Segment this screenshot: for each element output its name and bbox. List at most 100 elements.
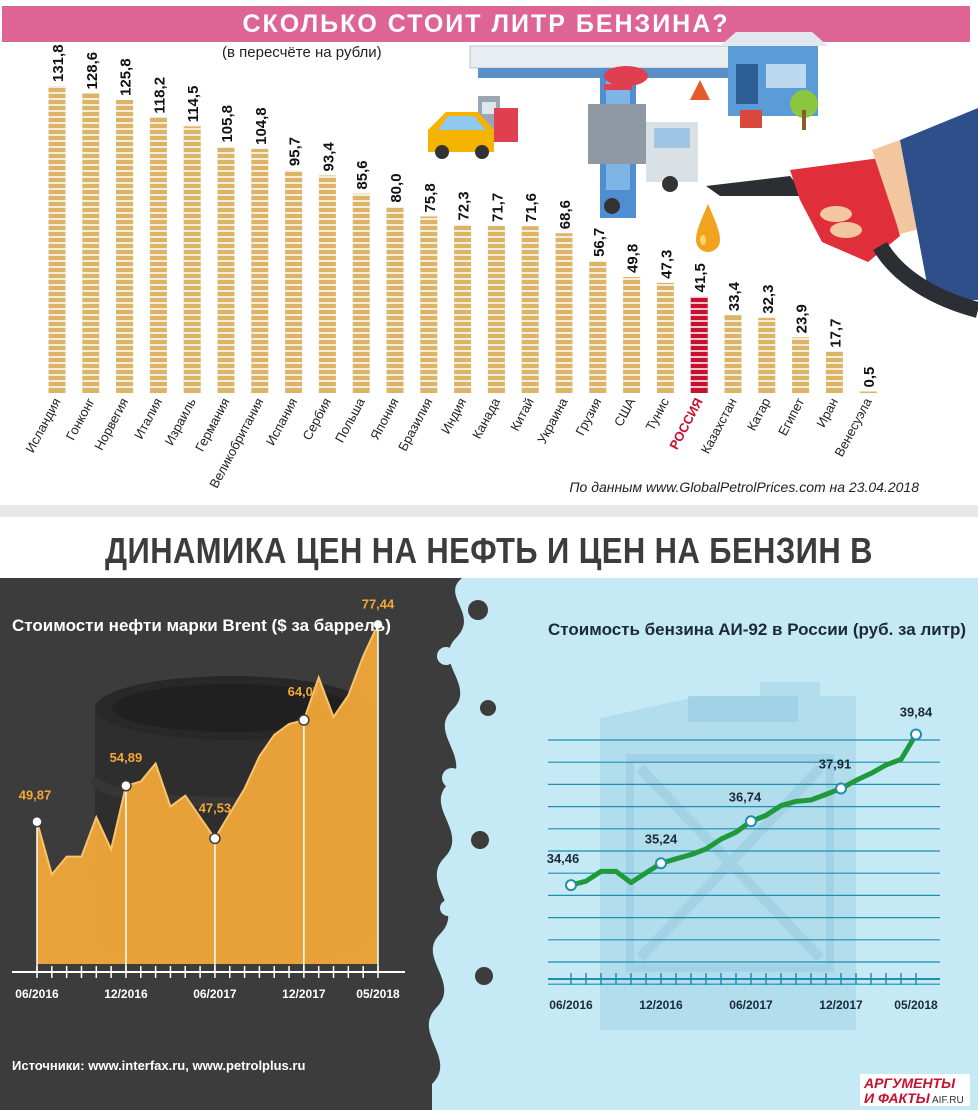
bar-6-column bbox=[217, 146, 235, 393]
brent-area bbox=[37, 624, 378, 964]
bar-24-column bbox=[825, 351, 843, 393]
section-separator bbox=[0, 505, 978, 517]
gas-station-illustration bbox=[428, 32, 978, 318]
petrol-line bbox=[570, 733, 919, 888]
bar-4: 118,2 Италия bbox=[131, 77, 168, 442]
petrol-point bbox=[745, 815, 757, 828]
logo-url: AIF.RU bbox=[932, 1095, 964, 1106]
petrol-point-label: 35,24 bbox=[645, 831, 678, 846]
title-banner: СКОЛЬКО СТОИТ ЛИТР БЕНЗИНА? bbox=[2, 6, 970, 42]
brent-point-label: 47,53 bbox=[199, 800, 232, 815]
bar-9-value-label: 93,4 bbox=[320, 142, 337, 172]
bar-22-category-label: Катар bbox=[744, 395, 774, 433]
bar-6-value-label: 105,8 bbox=[219, 105, 236, 143]
bar-22-column bbox=[758, 317, 776, 393]
bar-21-column bbox=[724, 315, 742, 393]
bar-19-category-label: Тунис bbox=[643, 395, 673, 433]
bar-16-value-label: 68,6 bbox=[557, 200, 574, 229]
brent-tick-label: 06/2016 bbox=[15, 987, 59, 1001]
bar-10: 85,6 Польша bbox=[332, 160, 371, 445]
petrol-point bbox=[565, 879, 577, 892]
petrol-point-label: 34,46 bbox=[547, 851, 580, 866]
panel-edge-blob bbox=[440, 900, 456, 916]
petrol-point-label: 37,91 bbox=[819, 757, 852, 772]
brent-point bbox=[209, 832, 221, 845]
bar-18-category-label: США bbox=[611, 395, 638, 429]
petrol-point bbox=[835, 782, 847, 795]
bar-12-value-label: 75,8 bbox=[422, 183, 439, 212]
petrol-chart-title: Стоимость бензина АИ-92 в России (руб. з… bbox=[548, 620, 967, 639]
brent-tick-label: 05/2018 bbox=[356, 987, 400, 1001]
bar-11-column bbox=[386, 206, 404, 393]
bar-1: 131,8 Исландия bbox=[22, 44, 67, 455]
brent-tick-label: 12/2016 bbox=[104, 987, 148, 1001]
panel-edge-blob bbox=[442, 1028, 462, 1048]
chart-subtitle: (в пересчёте на рубли) bbox=[222, 44, 382, 61]
bar-17: 56,7 Грузия bbox=[572, 228, 607, 438]
bar-22: 32,3 Катар bbox=[744, 285, 777, 434]
bar-17-category-label: Грузия bbox=[572, 395, 604, 437]
petrol-tick-label: 06/2017 bbox=[729, 998, 773, 1012]
bar-3-column bbox=[116, 99, 134, 394]
aif-logo-mark: АРГУМЕНТЫ И ФАКТЫ AIF.RU bbox=[863, 1075, 964, 1106]
bar-8-category-label: Испания bbox=[263, 395, 300, 448]
bar-15: 71,6 Китай bbox=[507, 193, 540, 433]
bar-12-category-label: Бразилия bbox=[395, 395, 435, 453]
price-dynamics-panel: 49,87 54,89 47,53 64,07 77,44 06/2016 12/2016 0… bbox=[0, 578, 978, 1110]
bar-9: 93,4 Сербия bbox=[299, 142, 337, 443]
bar-16-category-label: Украина bbox=[534, 395, 571, 446]
bar-23-value-label: 23,9 bbox=[794, 304, 811, 333]
bar-25-value-label: 0,5 bbox=[861, 367, 878, 388]
petrol-point-label: 36,74 bbox=[729, 789, 762, 804]
car-icon bbox=[428, 112, 494, 159]
brent-point bbox=[31, 815, 43, 828]
bar-4-value-label: 118,2 bbox=[151, 77, 168, 114]
fuel-pump-icon bbox=[478, 96, 518, 142]
bar-3-value-label: 125,8 bbox=[118, 58, 135, 96]
bar-15-value-label: 71,6 bbox=[523, 193, 540, 222]
bar-14-value-label: 71,7 bbox=[489, 193, 506, 222]
bar-3-category-label: Норвегия bbox=[91, 395, 131, 452]
petrol-point bbox=[655, 857, 667, 870]
petrol-tick-label: 06/2016 bbox=[549, 998, 593, 1012]
brent-line bbox=[36, 623, 379, 877]
bar-18-value-label: 49,8 bbox=[625, 244, 642, 273]
bar-18-column bbox=[623, 277, 641, 393]
brent-point-label: 49,87 bbox=[19, 788, 52, 803]
bar-8-column bbox=[285, 170, 303, 393]
bar-8: 95,7 Испания bbox=[263, 137, 304, 448]
bar-23: 23,9 Египет bbox=[775, 304, 811, 438]
panel-edge-blob bbox=[480, 700, 496, 716]
panel-edge-blob bbox=[437, 647, 455, 665]
brent-point-label: 77,44 bbox=[362, 596, 395, 611]
data-source: По данным www.GlobalPetrolPrices.com на … bbox=[569, 479, 919, 495]
petrol-point bbox=[910, 728, 922, 741]
brent-point-label: 64,07 bbox=[288, 684, 321, 699]
bar-7-value-label: 104,8 bbox=[253, 107, 270, 145]
panel-edge-blob bbox=[468, 600, 488, 620]
logo-line2: И ФАКТЫ bbox=[864, 1090, 931, 1106]
bar-10-category-label: Польша bbox=[332, 395, 368, 445]
panel-edge-blob bbox=[442, 768, 462, 788]
country-bar-chart: 131,8Исландия128,6Гонконг125,8Норвегия11… bbox=[22, 44, 878, 490]
bar-4-category-label: Италия bbox=[131, 395, 165, 441]
bar-24: 17,7 Иран bbox=[813, 319, 844, 430]
bar-19-value-label: 47,3 bbox=[658, 250, 675, 279]
aif-logo: АРГУМЕНТЫ И ФАКТЫ AIF.RU bbox=[860, 1074, 970, 1106]
bar-24-value-label: 17,7 bbox=[827, 319, 844, 348]
bar-13-value-label: 72,3 bbox=[456, 191, 473, 220]
bar-13-category-label: Индия bbox=[438, 395, 469, 436]
petrol-line-chart: 34,46 35,24 36,74 37,91 39,84 06/2016 12/2016 0… bbox=[547, 704, 940, 1012]
petrol-point-label: 39,84 bbox=[900, 704, 933, 719]
bar-7-column bbox=[251, 148, 269, 393]
sources-note: Источники: www.interfax.ru, www.petrolpl… bbox=[12, 1058, 306, 1073]
bar-1-column bbox=[48, 86, 66, 393]
bar-11: 80,0 Япония bbox=[367, 173, 405, 442]
fuel-canister-icon bbox=[600, 682, 856, 1030]
bar-11-value-label: 80,0 bbox=[388, 173, 405, 202]
brent-point bbox=[298, 714, 310, 726]
bar-5-category-label: Израиль bbox=[161, 395, 198, 448]
bar-15-category-label: Китай bbox=[507, 395, 537, 433]
bar-14: 71,7 Канада bbox=[469, 193, 506, 441]
bar-1-category-label: Исландия bbox=[22, 395, 63, 455]
